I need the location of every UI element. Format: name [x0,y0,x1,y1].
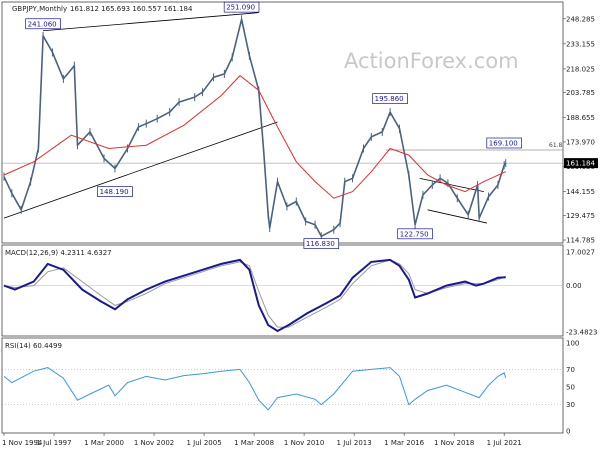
rsi-title: RSI(14) 60.4499 [5,342,62,350]
upper-trendline [43,12,259,32]
watermark: ActionForex.com [344,49,519,73]
price-annotation-label: 122.750 [400,230,429,238]
ohlc-label: 161.812 165.693 160.557 161.184 [70,5,193,13]
x-axis-label: 1 Nov 2002 [134,439,174,447]
rsi-axis-label: 70 [566,366,575,374]
price-annotation-box [372,93,408,105]
price-axis-label: 203.785 [566,89,595,97]
rsi-line [3,367,507,411]
x-axis-label: 1 Mar 2016 [384,439,424,447]
rsi-axis-label: 0 [566,428,570,436]
x-axis-label: 1 Jul 2013 [337,439,372,447]
macd-axis-label: -23.4823 [566,329,597,337]
price-annotation-box [397,228,433,240]
price-axis-label: 129.475 [566,212,595,220]
x-axis-label: 1 Nov 1994 [2,439,43,447]
price-annotation-label: 148.190 [100,188,129,196]
current-price-label: 161.184 [566,160,595,168]
price-axis-label: 233.155 [566,40,595,48]
price-annotation-label: 169.100 [489,139,518,147]
macd-panel-frame [1,244,564,337]
wedge-upper-line [419,177,484,192]
wedge-lower-line [427,209,488,224]
fib-level-label: 61.8 [549,142,563,149]
macd-title: MACD(12,26,9) 4.2311 4.6327 [5,249,112,257]
price-axis-label: 248.285 [566,15,595,23]
price-annotation-box [303,238,340,249]
price-annotation-box [223,1,260,13]
symbol-label: GBPJPY,Monthly [12,5,67,13]
macd-axis-label: 17.0027 [566,249,595,257]
rsi-axis-label: 100 [566,340,579,348]
price-axis-label: 188.655 [566,114,595,122]
price-axis-label: 114.785 [566,237,595,245]
x-axis-label: 1 Jul 2021 [487,439,522,447]
x-axis-label: 1 Jul 2005 [186,439,221,447]
macd-axis-label: 0.00 [566,282,582,290]
price-annotation-label: 241.060 [28,20,57,28]
macd-line [3,258,506,333]
price-annotation-label: 251.090 [226,4,255,12]
price-axis-label: 144.155 [566,188,595,196]
x-axis-label: 1 Mar 2000 [84,439,124,447]
rsi-axis-label: 50 [566,384,575,392]
lower-trendline [3,121,278,219]
price-panel-frame [1,1,564,244]
current-price-badge [564,158,598,169]
price-axis-label: 173.970 [566,138,595,146]
x-axis-label: 1 Nov 2010 [284,439,324,447]
rsi-axis-label: 30 [566,401,575,409]
x-axis-label: 1 Mar 2008 [234,439,274,447]
x-axis-label: 1 Nov 2018 [434,439,474,447]
price-annotation-label: 195.860 [375,95,404,103]
price-annotation-label: 116.830 [306,240,335,248]
x-axis-label: 1 Jul 1997 [36,439,71,447]
moving-average-line [3,74,506,199]
rsi-panel-frame [1,337,564,434]
price-axis-label: 218.025 [566,65,595,73]
price-annotation-box [486,137,522,149]
price-annotation-box [25,18,61,30]
price-annotation-box [97,186,133,197]
